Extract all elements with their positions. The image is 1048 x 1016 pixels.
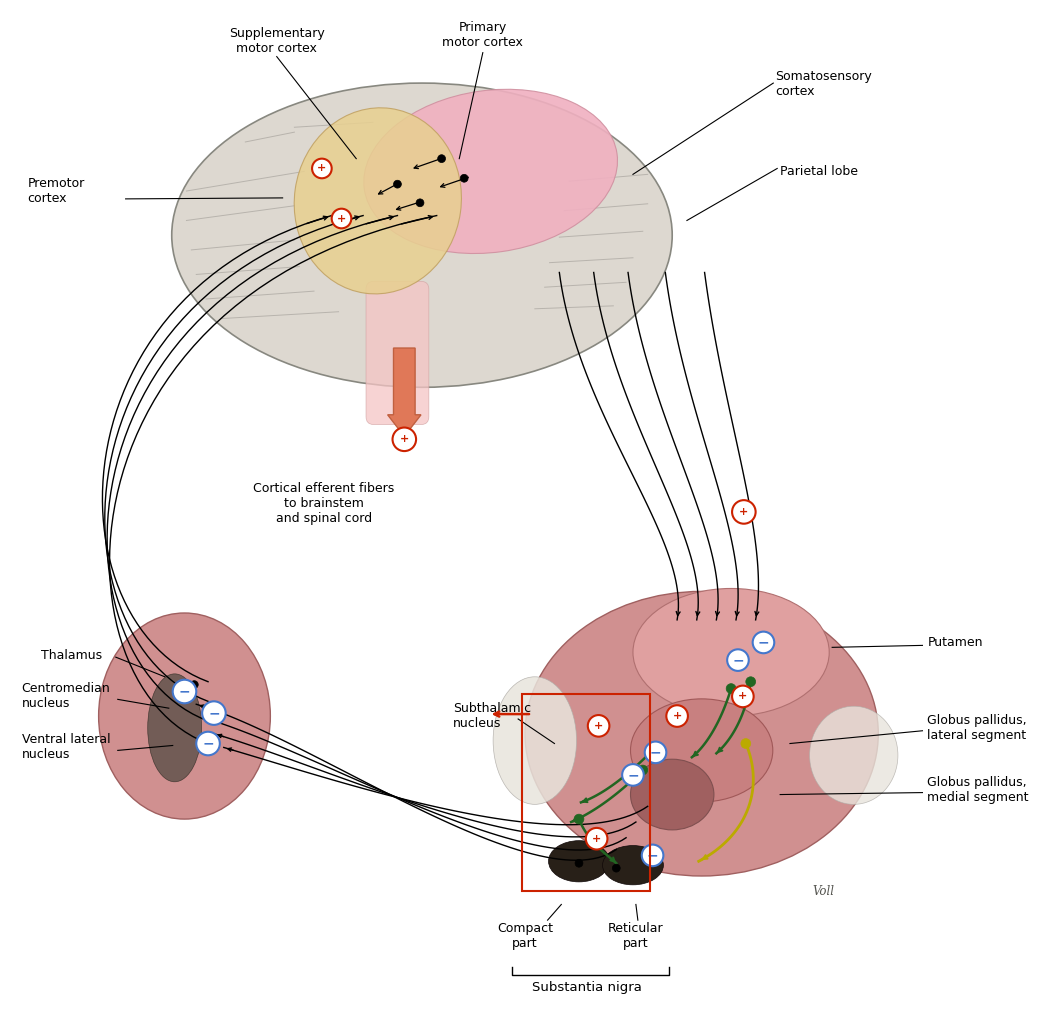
Circle shape — [214, 702, 222, 710]
Circle shape — [393, 428, 416, 451]
Text: −: − — [627, 768, 639, 782]
Ellipse shape — [148, 674, 201, 781]
Text: Globus pallidus,
medial segment: Globus pallidus, medial segment — [927, 775, 1029, 804]
Ellipse shape — [810, 706, 898, 805]
Text: −: − — [647, 848, 658, 863]
Text: +: + — [594, 721, 604, 731]
Circle shape — [416, 199, 424, 206]
Text: −: − — [758, 635, 769, 649]
Ellipse shape — [364, 89, 617, 254]
Circle shape — [638, 765, 648, 775]
Circle shape — [312, 158, 331, 178]
Text: −: − — [650, 746, 661, 759]
Circle shape — [196, 732, 220, 755]
Text: Substantia nigra: Substantia nigra — [532, 981, 641, 994]
Circle shape — [648, 746, 657, 755]
Circle shape — [645, 742, 667, 763]
Text: −: − — [209, 706, 220, 720]
Circle shape — [623, 764, 643, 785]
Text: +: + — [738, 692, 747, 701]
Circle shape — [574, 814, 584, 824]
Circle shape — [393, 180, 401, 188]
Text: Centromedian
nucleus: Centromedian nucleus — [22, 683, 110, 710]
Circle shape — [641, 844, 663, 867]
Text: Premotor
cortex: Premotor cortex — [27, 177, 85, 205]
Ellipse shape — [631, 759, 714, 830]
Bar — [522, 695, 650, 891]
Text: +: + — [592, 834, 602, 843]
Text: −: − — [202, 737, 214, 751]
Circle shape — [202, 701, 225, 724]
Ellipse shape — [172, 83, 672, 387]
Text: Somatosensory
cortex: Somatosensory cortex — [776, 70, 872, 99]
Text: −: − — [178, 685, 191, 699]
Text: Reticular
part: Reticular part — [608, 923, 663, 950]
Text: Parietal lobe: Parietal lobe — [780, 165, 858, 178]
FancyBboxPatch shape — [366, 281, 429, 425]
Circle shape — [741, 739, 750, 749]
Text: +: + — [739, 507, 748, 517]
Circle shape — [727, 649, 748, 671]
Circle shape — [746, 677, 756, 687]
Text: +: + — [399, 434, 409, 444]
Circle shape — [586, 828, 608, 849]
Circle shape — [173, 680, 196, 703]
Text: +: + — [318, 164, 327, 174]
Text: Putamen: Putamen — [927, 636, 983, 649]
Circle shape — [209, 734, 216, 742]
Ellipse shape — [548, 840, 609, 882]
Circle shape — [733, 500, 756, 523]
Ellipse shape — [294, 108, 461, 294]
Circle shape — [588, 715, 609, 737]
Text: Compact
part: Compact part — [497, 923, 553, 950]
Circle shape — [726, 684, 736, 694]
Circle shape — [667, 705, 687, 726]
FancyArrow shape — [388, 348, 421, 436]
Circle shape — [438, 154, 445, 163]
Circle shape — [752, 632, 774, 653]
Circle shape — [733, 686, 754, 707]
Ellipse shape — [99, 613, 270, 819]
Ellipse shape — [494, 677, 576, 805]
Text: +: + — [673, 711, 682, 721]
Text: Subthalamic
nucleus: Subthalamic nucleus — [454, 702, 531, 731]
Circle shape — [575, 860, 583, 868]
Circle shape — [191, 681, 198, 689]
Text: −: − — [733, 653, 744, 668]
Ellipse shape — [631, 699, 772, 802]
Text: Supplementary
motor cortex: Supplementary motor cortex — [228, 27, 325, 55]
Text: Primary
motor cortex: Primary motor cortex — [442, 21, 523, 49]
Ellipse shape — [525, 591, 878, 876]
Circle shape — [460, 175, 468, 182]
Text: Thalamus: Thalamus — [41, 648, 103, 661]
Ellipse shape — [633, 588, 829, 716]
Text: Ventral lateral
nucleus: Ventral lateral nucleus — [22, 734, 110, 761]
Text: +: + — [336, 213, 346, 224]
Circle shape — [612, 865, 620, 872]
Text: Globus pallidus,
lateral segment: Globus pallidus, lateral segment — [927, 714, 1027, 742]
Text: Voll: Voll — [812, 885, 834, 898]
Circle shape — [331, 208, 351, 229]
Text: Cortical efferent fibers
to brainstem
and spinal cord: Cortical efferent fibers to brainstem an… — [254, 483, 394, 525]
Ellipse shape — [603, 845, 663, 885]
